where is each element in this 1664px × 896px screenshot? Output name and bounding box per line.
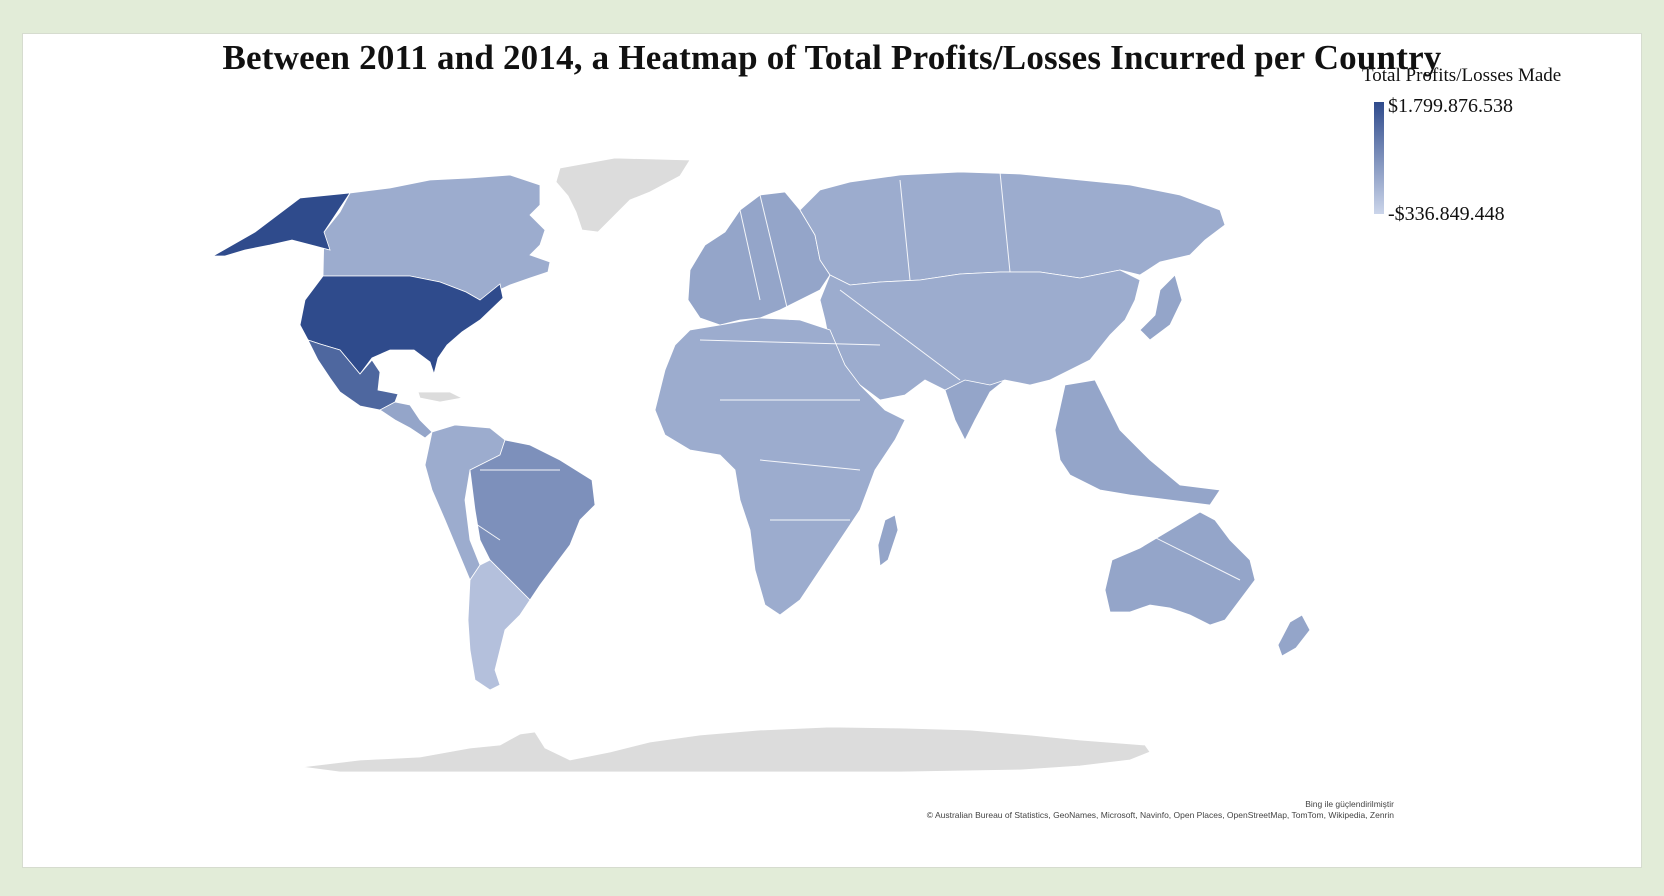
region-se-asia[interactable] — [1054, 379, 1221, 506]
region-new-zealand[interactable] — [1277, 614, 1311, 657]
region-greenland[interactable] — [555, 157, 691, 233]
region-alaska[interactable] — [211, 192, 351, 257]
attribution-sources: © Australian Bureau of Statistics, GeoNa… — [926, 810, 1394, 820]
region-india[interactable] — [944, 379, 1006, 441]
region-antarctica[interactable] — [301, 726, 1151, 773]
attribution-powered-by: Bing ile güçlendirilmiştir — [1305, 799, 1394, 809]
region-argentina[interactable] — [467, 559, 531, 691]
region-mexico[interactable] — [307, 339, 399, 411]
legend-gradient-bar — [1374, 102, 1384, 214]
region-australia[interactable] — [1104, 511, 1256, 626]
region-brazil[interactable] — [469, 439, 596, 601]
region-africa[interactable] — [654, 317, 906, 616]
page-title: Between 2011 and 2014, a Heatmap of Tota… — [222, 38, 1442, 77]
region-madagascar[interactable] — [877, 514, 899, 567]
region-asia[interactable] — [819, 269, 1141, 442]
country-borders — [469, 171, 1241, 581]
region-caribbean[interactable] — [417, 391, 464, 403]
legend-min-label: -$336.849.448 — [1388, 203, 1505, 225]
legend-title: Total Profits/Losses Made — [1362, 65, 1562, 86]
region-russia[interactable] — [799, 171, 1226, 286]
region-japan[interactable] — [1139, 274, 1183, 341]
region-south-america[interactable] — [424, 424, 506, 581]
legend-max-label: $1.799.876.538 — [1388, 95, 1513, 117]
region-central-america[interactable] — [379, 401, 433, 439]
